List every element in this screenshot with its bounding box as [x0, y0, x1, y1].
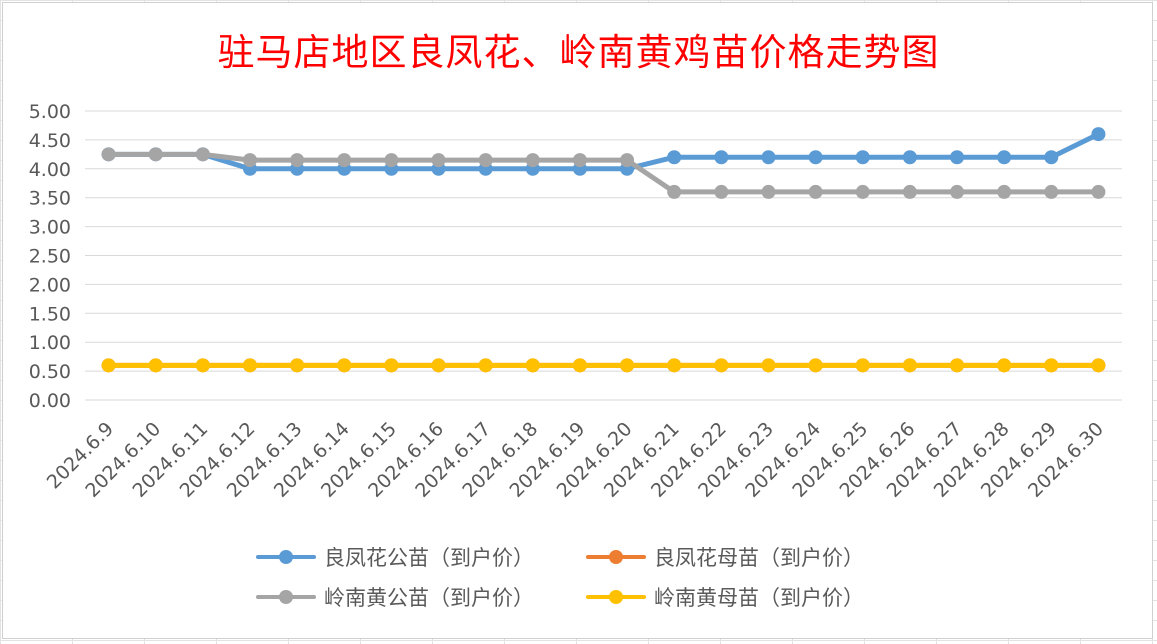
legend: 良凤花公苗（到户价） 良凤花母苗（到户价） 岭南黄公苗（到户价） 岭南黄母苗（到…	[256, 542, 936, 612]
y-tick-label: 2.50	[29, 246, 71, 268]
data-point[interactable]	[667, 358, 682, 373]
data-point[interactable]	[148, 358, 163, 373]
data-point[interactable]	[1091, 184, 1106, 199]
y-tick-label: 1.00	[29, 332, 71, 354]
series-lines	[101, 127, 1106, 373]
data-point[interactable]	[431, 153, 446, 168]
data-point[interactable]	[902, 150, 917, 165]
data-point[interactable]	[290, 153, 305, 168]
legend-item-1[interactable]: 良凤花母苗（到户价）	[586, 542, 916, 572]
data-point[interactable]	[478, 153, 493, 168]
data-point[interactable]	[855, 358, 870, 373]
legend-item-3[interactable]: 岭南黄母苗（到户价）	[586, 582, 916, 612]
y-tick-label: 0.50	[29, 361, 71, 383]
data-point[interactable]	[572, 153, 587, 168]
data-point[interactable]	[997, 358, 1012, 373]
data-point[interactable]	[667, 150, 682, 165]
legend-label-3: 岭南黄母苗（到户价）	[654, 586, 864, 610]
data-point[interactable]	[101, 358, 116, 373]
series-line-0	[106, 131, 1101, 172]
data-point[interactable]	[808, 184, 823, 199]
y-tick-label: 1.50	[29, 303, 71, 325]
y-tick-label: 5.00	[29, 101, 71, 123]
data-point[interactable]	[808, 358, 823, 373]
legend-item-0[interactable]: 良凤花公苗（到户价）	[256, 542, 586, 572]
data-point[interactable]	[525, 358, 540, 373]
data-point[interactable]	[620, 153, 635, 168]
y-tick-label: 3.00	[29, 217, 71, 239]
data-point[interactable]	[761, 150, 776, 165]
data-point[interactable]	[337, 358, 352, 373]
series-line-2	[106, 151, 1101, 195]
data-point[interactable]	[1044, 358, 1059, 373]
data-point[interactable]	[525, 153, 540, 168]
y-tick-label: 4.00	[29, 159, 71, 181]
data-point[interactable]	[714, 184, 729, 199]
legend-swatch-1	[586, 542, 646, 572]
data-point[interactable]	[950, 184, 965, 199]
series-3	[101, 358, 1106, 373]
legend-marker-0	[279, 550, 293, 564]
legend-marker-3	[609, 590, 623, 604]
data-point[interactable]	[714, 150, 729, 165]
legend-label-1: 良凤花母苗（到户价）	[654, 546, 864, 570]
data-point[interactable]	[950, 358, 965, 373]
data-point[interactable]	[337, 153, 352, 168]
data-point[interactable]	[101, 147, 116, 162]
data-point[interactable]	[384, 153, 399, 168]
data-point[interactable]	[714, 358, 729, 373]
data-point[interactable]	[855, 184, 870, 199]
data-point[interactable]	[1044, 184, 1059, 199]
legend-item-2[interactable]: 岭南黄公苗（到户价）	[256, 582, 586, 612]
legend-swatch-2	[256, 582, 316, 612]
data-point[interactable]	[1091, 358, 1106, 373]
legend-label-2: 岭南黄公苗（到户价）	[324, 586, 534, 610]
data-point[interactable]	[761, 184, 776, 199]
data-point[interactable]	[997, 150, 1012, 165]
series-0	[101, 127, 1106, 176]
y-tick-label: 2.00	[29, 274, 71, 296]
gridlines	[85, 110, 1122, 401]
data-point[interactable]	[384, 358, 399, 373]
data-point[interactable]	[195, 147, 210, 162]
x-axis-ticks: 2024.6.92024.6.102024.6.112024.6.122024.…	[43, 418, 1108, 502]
chart-title: 驻马店地区良凤花、岭南黄鸡苗价格走势图	[217, 31, 940, 74]
data-point[interactable]	[1044, 150, 1059, 165]
legend-label-0: 良凤花公苗（到户价）	[324, 546, 534, 570]
y-tick-label: 3.50	[29, 188, 71, 210]
series-2	[101, 147, 1106, 199]
legend-marker-2	[279, 590, 293, 604]
data-point[interactable]	[855, 150, 870, 165]
legend-marker-1	[609, 550, 623, 564]
y-axis-ticks: 0.00 0.50 1.00 1.50 2.00 2.50 3.00 3.50 4.00 4.50…	[29, 101, 71, 412]
data-point[interactable]	[950, 150, 965, 165]
legend-swatch-0	[256, 542, 316, 572]
data-point[interactable]	[761, 358, 776, 373]
data-point[interactable]	[997, 184, 1012, 199]
data-point[interactable]	[195, 358, 210, 373]
data-point[interactable]	[1091, 127, 1106, 142]
data-point[interactable]	[902, 358, 917, 373]
data-point[interactable]	[478, 358, 493, 373]
data-point[interactable]	[148, 147, 163, 162]
data-point[interactable]	[572, 358, 587, 373]
data-point[interactable]	[667, 184, 682, 199]
data-point[interactable]	[431, 358, 446, 373]
data-point[interactable]	[620, 358, 635, 373]
data-point[interactable]	[902, 184, 917, 199]
data-point[interactable]	[242, 358, 257, 373]
data-point[interactable]	[242, 153, 257, 168]
data-point[interactable]	[290, 358, 305, 373]
y-tick-label: 0.00	[29, 390, 71, 412]
y-tick-label: 4.50	[29, 130, 71, 152]
data-point[interactable]	[808, 150, 823, 165]
legend-swatch-3	[586, 582, 646, 612]
